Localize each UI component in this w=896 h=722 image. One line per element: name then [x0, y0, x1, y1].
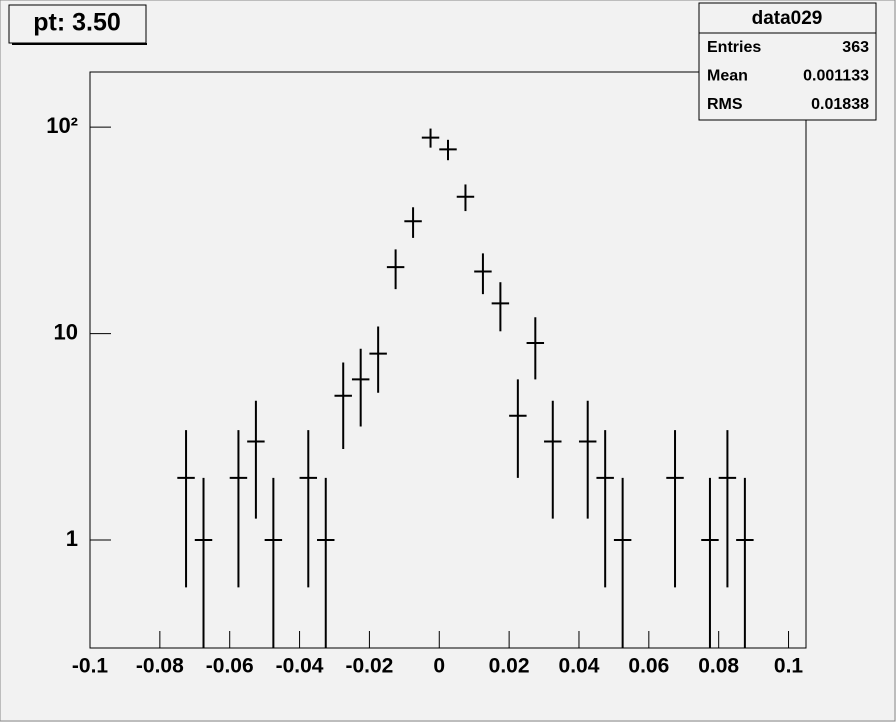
stats-value: 0.001133: [803, 68, 869, 85]
x-tick-label: 0: [433, 655, 445, 678]
x-tick-label: 0.08: [698, 655, 739, 678]
x-tick-label: 0.04: [559, 655, 600, 678]
y-tick-label: 1: [66, 526, 78, 551]
x-tick-label: -0.02: [345, 655, 393, 678]
stats-value: 0.01838: [811, 96, 869, 113]
x-tick-label: -0.1: [72, 655, 109, 678]
x-tick-label: -0.04: [276, 655, 324, 678]
chart-title: pt: 3.50: [33, 9, 121, 37]
x-tick-label: -0.06: [206, 655, 254, 678]
y-tick-label: 10: [54, 319, 78, 344]
stats-label: Entries: [707, 39, 761, 56]
y-tick-label: 10²: [46, 113, 78, 138]
stats-label: Mean: [707, 68, 748, 85]
plot-frame: [89, 71, 807, 649]
stats-box: [698, 2, 877, 121]
title-box: [8, 4, 147, 44]
x-tick-label: -0.08: [136, 655, 184, 678]
x-tick-label: 0.1: [774, 655, 804, 678]
stats-label: RMS: [707, 96, 743, 113]
stats-value: 363: [842, 39, 869, 56]
x-tick-label: 0.06: [628, 655, 669, 678]
stats-name: data029: [752, 8, 823, 29]
x-tick-label: 0.02: [489, 655, 530, 678]
